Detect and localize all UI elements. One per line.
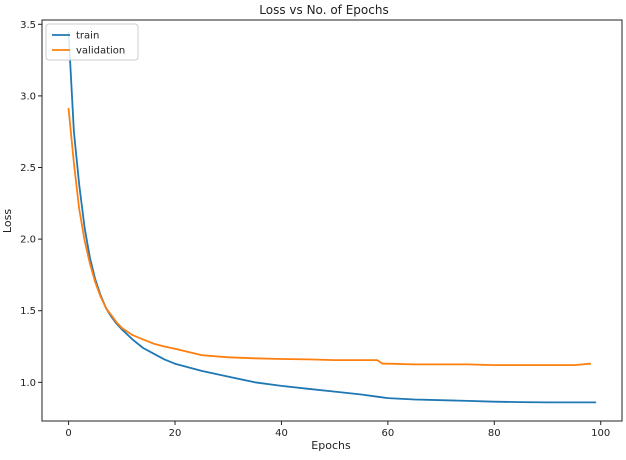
x-tick-label: 0 xyxy=(65,428,71,439)
legend-box xyxy=(45,23,139,61)
y-tick-label: 1.5 xyxy=(20,306,36,317)
y-tick-label: 3.0 xyxy=(20,91,36,102)
legend-label-train: train xyxy=(76,31,99,42)
x-tick-label: 40 xyxy=(275,428,288,439)
y-tick-label: 1.0 xyxy=(20,378,36,389)
y-axis-label: Loss xyxy=(1,209,14,233)
legend: train validation xyxy=(45,23,139,61)
legend-label-validation: validation xyxy=(76,46,125,57)
plot-frame xyxy=(41,19,623,422)
y-tick-label: 3.5 xyxy=(20,20,36,31)
y-tick-label: 2.5 xyxy=(20,163,36,174)
chart-title: Loss vs No. of Epochs xyxy=(259,3,388,17)
x-tick-label: 60 xyxy=(382,428,395,439)
x-tick-label: 80 xyxy=(488,428,501,439)
x-tick-label: 100 xyxy=(591,428,610,439)
plot-area: 0 20 40 60 80 100 1.0 1.5 2.0 2.5 3.0 3.5 xyxy=(20,19,623,439)
y-tick-label: 2.0 xyxy=(20,235,36,246)
series-line-validation xyxy=(67,107,591,367)
x-tick-label: 20 xyxy=(169,428,182,439)
x-axis-label: Epochs xyxy=(311,439,351,452)
